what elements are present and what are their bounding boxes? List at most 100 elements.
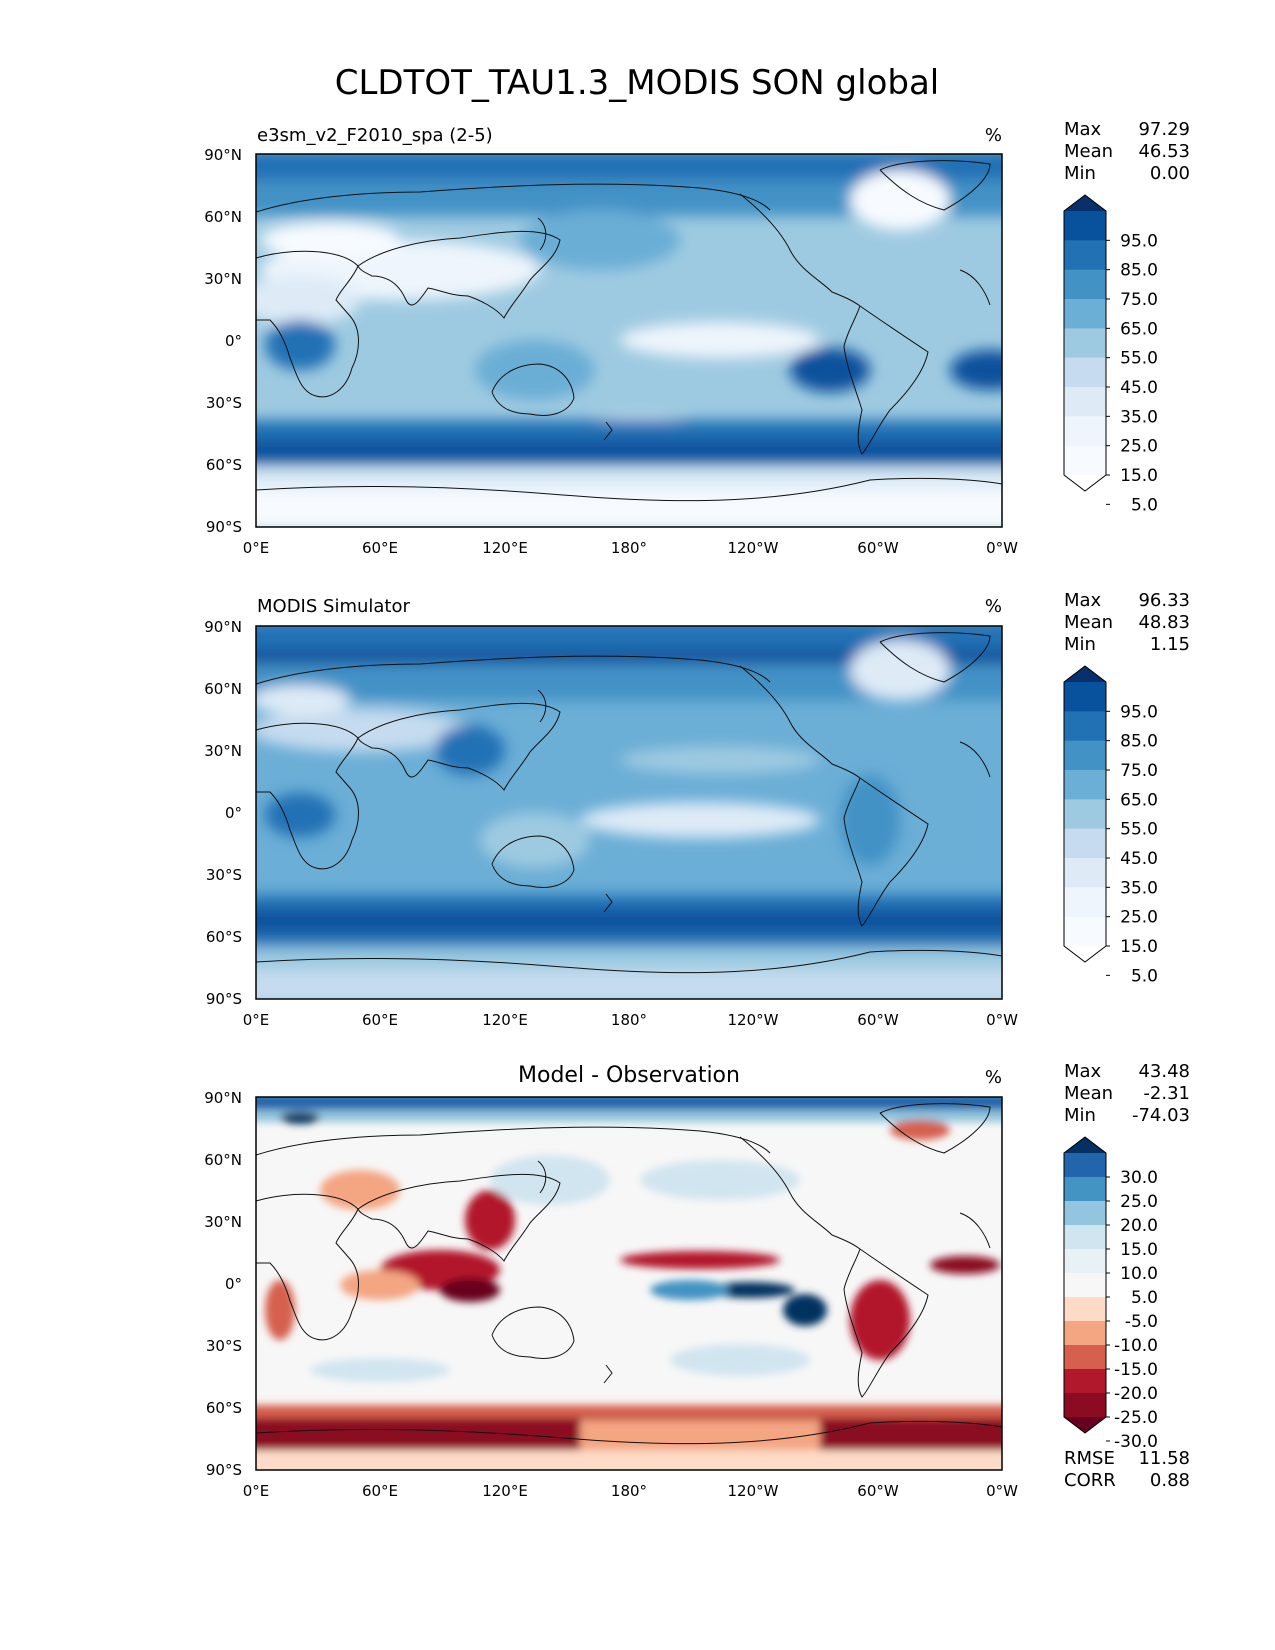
- colorbar-tick-label: 65.0: [1120, 790, 1158, 810]
- lat-tick-label: 30°S: [206, 394, 242, 412]
- panel-units: %: [985, 596, 1002, 617]
- lon-tick-label: 120°W: [728, 539, 779, 557]
- colorbar-tick-label: 5.0: [1131, 495, 1158, 515]
- colorbar-segment: [1064, 916, 1106, 947]
- lat-tick-label: 90°N: [204, 1089, 242, 1107]
- map-field: [256, 626, 1002, 999]
- lon-tick-label: 0°W: [986, 1482, 1018, 1500]
- colorbar-segment: [1064, 1345, 1106, 1370]
- colorbar-extend-min: [1064, 946, 1106, 962]
- colorbar-segment: [1064, 1201, 1106, 1226]
- lat-tick-label: 90°N: [204, 618, 242, 636]
- lon-tick-label: 120°E: [482, 1482, 528, 1500]
- colorbar-segment: [1064, 799, 1106, 830]
- stat-value: 43.48: [1138, 1061, 1190, 1082]
- colorbar-tick-label: -15.0: [1114, 1360, 1158, 1380]
- colorbar-tick-label: 85.0: [1120, 261, 1158, 281]
- colorbar: 95.0 85.0 75.0 65.0 55.0 45.0 35.0 25.0 15.0 5.0: [1063, 665, 1158, 986]
- lat-tick-label: 90°S: [206, 518, 242, 536]
- panel-title-left: MODIS Simulator: [257, 596, 410, 617]
- colorbar-segment: [1064, 445, 1106, 476]
- lon-tick-label: 60°W: [857, 1011, 899, 1029]
- lat-tick-label: 0°: [225, 804, 242, 822]
- lat-tick-label: 60°N: [204, 680, 242, 698]
- colorbar-segment: [1064, 1297, 1106, 1322]
- lat-tick-label: 30°S: [206, 1337, 242, 1355]
- colorbar-segment: [1064, 1249, 1106, 1274]
- corr-label: CORR: [1064, 1470, 1116, 1491]
- lon-tick-label: 60°W: [857, 1482, 899, 1500]
- stat-value: -74.03: [1132, 1105, 1190, 1126]
- map-field: [256, 154, 1002, 527]
- lat-tick-label: 0°: [225, 1275, 242, 1293]
- panel-obs: MODIS Simulator %: [204, 590, 1190, 1029]
- colorbar-extend-max: [1064, 195, 1106, 211]
- lon-tick-label: 60°E: [362, 539, 398, 557]
- colorbar-tick-label: 35.0: [1120, 878, 1158, 898]
- corr-value: 0.88: [1150, 1470, 1190, 1491]
- lon-tick-label: 120°W: [728, 1482, 779, 1500]
- lon-tick-label: 0°W: [986, 1011, 1018, 1029]
- colorbar-segment: [1064, 328, 1106, 359]
- stat-label: Min: [1064, 634, 1096, 655]
- colorbar-segment: [1064, 682, 1106, 712]
- colorbar-segment: [1064, 1393, 1106, 1418]
- stat-label: Min: [1064, 1105, 1096, 1126]
- colorbar-tick-label: 45.0: [1120, 378, 1158, 398]
- colorbar-extend-max: [1064, 666, 1106, 682]
- colorbar-tick-label: 45.0: [1120, 849, 1158, 869]
- colorbar-segment: [1064, 770, 1106, 800]
- colorbar: 30.0 25.0 20.0 15.0 10.0 5.0 -5.0 -10.0 -15.0 -20…: [1063, 1136, 1158, 1452]
- stat-label: Mean: [1064, 141, 1113, 162]
- colorbar-tick-label: -30.0: [1114, 1432, 1158, 1452]
- lat-tick-label: 60°S: [206, 928, 242, 946]
- lat-tick-label: 30°N: [204, 1213, 242, 1231]
- colorbar-segment: [1064, 1369, 1106, 1394]
- lon-tick-label: 0°W: [986, 539, 1018, 557]
- lat-tick-label: 60°S: [206, 456, 242, 474]
- colorbar-tick-label: 15.0: [1120, 466, 1158, 486]
- lat-tick-label: 30°N: [204, 742, 242, 760]
- footer-stats: RMSE 11.58 CORR 0.88: [1064, 1448, 1190, 1491]
- lon-tick-label: 60°E: [362, 1482, 398, 1500]
- lon-tick-label: 120°E: [482, 1011, 528, 1029]
- lat-axis: 90°N 60°N 30°N 0° 30°S 60°S 90°S: [204, 1089, 242, 1479]
- colorbar-segment: [1064, 299, 1106, 329]
- colorbar-tick-label: 85.0: [1120, 732, 1158, 752]
- lon-tick-label: 0°E: [243, 539, 270, 557]
- lat-tick-label: 60°N: [204, 208, 242, 226]
- colorbar-tick-label: 15.0: [1120, 937, 1158, 957]
- colorbar-segment: [1064, 1273, 1106, 1298]
- map-field: [256, 1097, 1002, 1470]
- colorbar-segment: [1064, 240, 1106, 271]
- colorbar-tick-label: 5.0: [1131, 966, 1158, 986]
- stat-value: 96.33: [1138, 590, 1190, 611]
- colorbar-extend-min: [1064, 475, 1106, 491]
- stat-label: Mean: [1064, 612, 1113, 633]
- colorbar-tick-label: -25.0: [1114, 1408, 1158, 1428]
- lat-axis: 90°N 60°N 30°N 0° 30°S 60°S 90°S: [204, 618, 242, 1008]
- lon-axis: 0°E 60°E 120°E 180° 120°W 60°W 0°W: [243, 1482, 1018, 1500]
- stat-value: 97.29: [1138, 119, 1190, 140]
- colorbar-tick-label: 65.0: [1120, 319, 1158, 339]
- colorbar-segment: [1064, 1177, 1106, 1202]
- lon-tick-label: 0°E: [243, 1482, 270, 1500]
- colorbar-segment: [1064, 1321, 1106, 1346]
- lon-tick-label: 180°: [611, 1011, 647, 1029]
- colorbar-segment: [1064, 416, 1106, 447]
- rmse-label: RMSE: [1064, 1448, 1115, 1469]
- lon-tick-label: 120°W: [728, 1011, 779, 1029]
- colorbar-tick-label: 15.0: [1120, 1240, 1158, 1260]
- coastlines: [256, 632, 1002, 974]
- stat-value: -2.31: [1143, 1083, 1190, 1104]
- colorbar-tick-label: 55.0: [1120, 349, 1158, 369]
- map-frame: [255, 625, 1003, 1000]
- colorbar-tick-label: 5.0: [1131, 1288, 1158, 1308]
- figure-title: CLDTOT_TAU1.3_MODIS SON global: [335, 63, 939, 103]
- coastlines: [256, 160, 1002, 502]
- colorbar-tick-label: -10.0: [1114, 1336, 1158, 1356]
- stat-label: Min: [1064, 163, 1096, 184]
- lon-tick-label: 60°W: [857, 539, 899, 557]
- lat-tick-label: 90°N: [204, 146, 242, 164]
